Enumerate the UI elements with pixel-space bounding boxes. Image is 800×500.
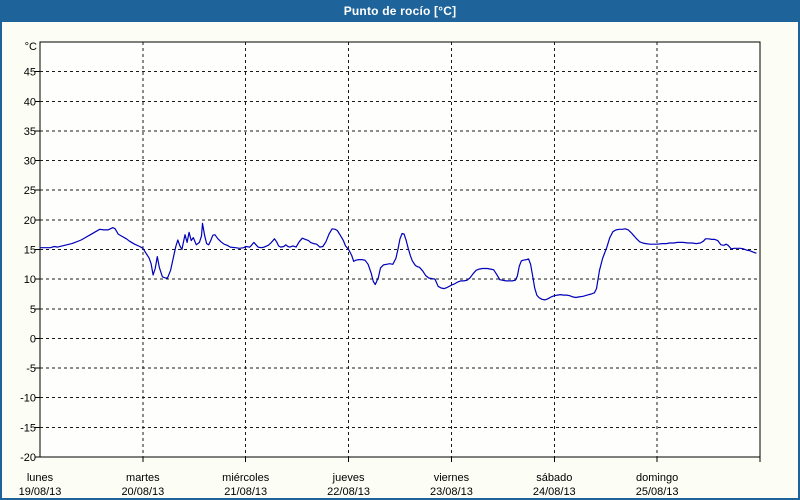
x-axis-date-label: 20/08/13 [121, 486, 164, 498]
window-title: Punto de rocío [°C] [343, 4, 457, 18]
x-axis-day-label: lunes [27, 472, 54, 484]
x-axis-day-label: domingo [636, 472, 678, 484]
y-axis-tick-label: 0 [30, 333, 36, 345]
y-axis-tick-label: 15 [24, 245, 36, 257]
y-axis-tick-label: -5 [26, 363, 36, 375]
y-axis-tick-label: 35 [24, 126, 36, 138]
x-axis-day-label: martes [126, 472, 160, 484]
x-axis-date-label: 25/08/13 [636, 486, 679, 498]
y-axis-unit-label: °C [25, 41, 37, 53]
x-axis-day-label: miércoles [222, 472, 270, 484]
window-title-bar: Punto de rocío [°C] [0, 0, 800, 22]
y-axis-tick-label: 25 [24, 185, 36, 197]
y-axis-tick-label: 20 [24, 215, 36, 227]
y-axis-tick-label: 40 [24, 96, 36, 108]
x-axis-date-label: 23/08/13 [430, 486, 473, 498]
x-axis-day-label: viernes [434, 472, 470, 484]
x-axis-date-label: 19/08/13 [19, 486, 62, 498]
x-axis-date-label: 22/08/13 [327, 486, 370, 498]
y-axis-tick-label: 10 [24, 274, 36, 286]
x-axis-date-label: 21/08/13 [224, 486, 267, 498]
x-axis-date-label: 24/08/13 [533, 486, 576, 498]
y-axis-tick-label: 30 [24, 156, 36, 168]
y-axis-tick-label: 5 [30, 304, 36, 316]
y-axis-tick-label: -10 [20, 393, 36, 405]
y-axis-tick-label: 45 [24, 67, 36, 79]
y-axis-tick-label: -20 [20, 452, 36, 464]
y-axis-tick-label: -15 [20, 422, 36, 434]
x-axis-day-label: jueves [332, 472, 365, 484]
dew-point-line [39, 222, 757, 301]
x-axis-day-label: sábado [536, 472, 572, 484]
